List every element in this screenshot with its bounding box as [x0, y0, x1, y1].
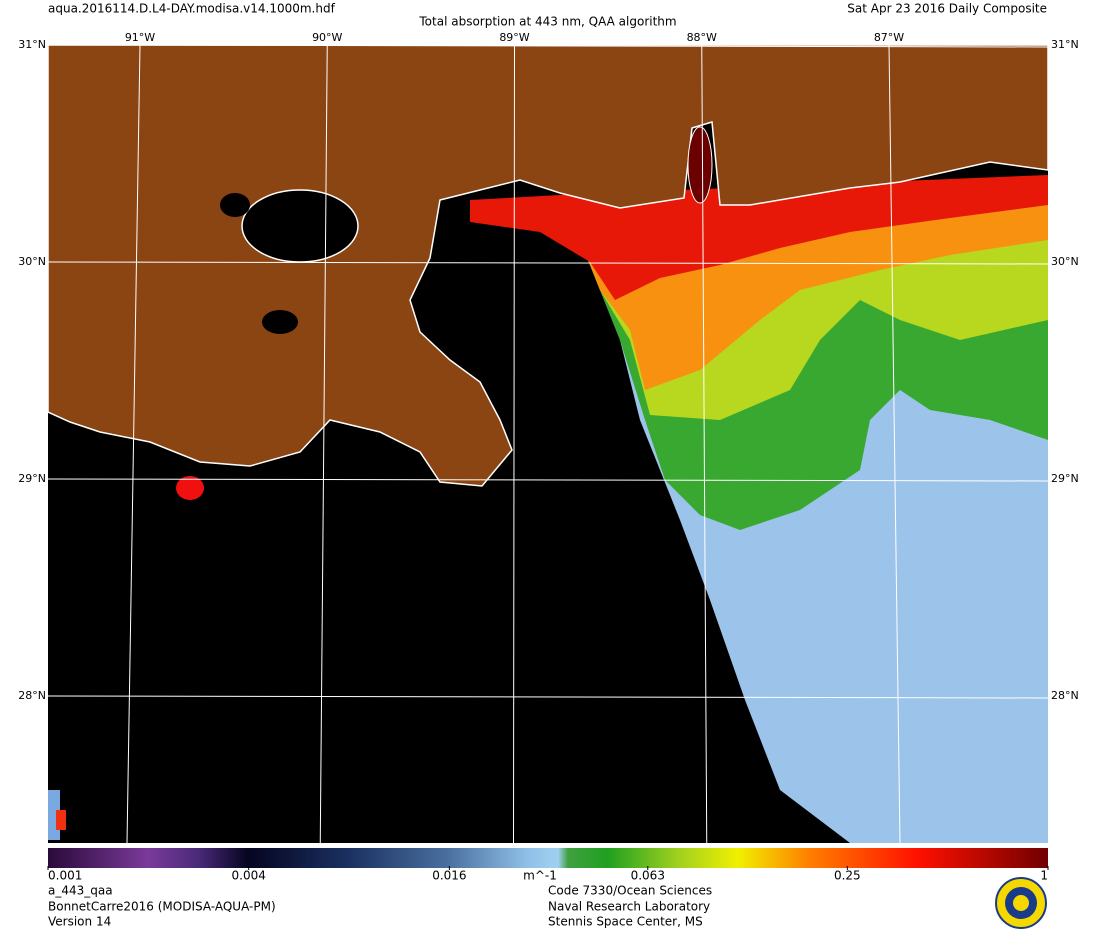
colorbar [48, 848, 1048, 868]
lake [241, 189, 359, 263]
coastal-patch [56, 810, 66, 830]
latitude-label: 29°N [18, 472, 46, 485]
longitude-line [513, 44, 515, 844]
colorbar-tick-label: 0.001 [48, 869, 82, 883]
latitude-label: 30°N [18, 255, 46, 268]
colorbar-tick-label: 0.016 [432, 869, 466, 883]
colorbar-unit: m^-1 [523, 869, 557, 883]
colorbar-tick-label: 0.25 [834, 869, 861, 883]
longitude-line [888, 44, 901, 844]
logo [995, 877, 1047, 929]
latitude-label: 31°N [1051, 38, 1079, 51]
land [48, 45, 1048, 487]
colorbar-tick-label: 0.004 [232, 869, 266, 883]
date-label: Sat Apr 23 2016 Daily Composite [847, 2, 1047, 16]
institution-line: Stennis Space Center, MS [548, 915, 703, 929]
lake [262, 310, 298, 334]
map-title: Total absorption at 443 nm, QAA algorith… [418, 15, 676, 29]
product-line: a_443_qaa [48, 884, 113, 898]
longitude-label: 91°W [125, 31, 155, 44]
institution-line: Code 7330/Ocean Sciences [548, 884, 712, 898]
turbid-patch [176, 476, 204, 500]
file-name: aqua.2016114.D.L4-DAY.modisa.v14.1000m.h… [48, 2, 336, 16]
colorbar-tick-label: 0.063 [631, 869, 665, 883]
graticule: 31°N 31°N 30°N 30°N 29°N 29°N 28°N 28°N 91°W 90°W… [18, 31, 1079, 844]
latitude-label: 31°N [18, 38, 46, 51]
institution-line: Naval Research Laboratory [548, 900, 710, 914]
lake [220, 193, 250, 217]
latitude-label: 28°N [18, 689, 46, 702]
latitude-line [47, 695, 1049, 699]
latitude-label: 29°N [1051, 472, 1079, 485]
longitude-line [319, 44, 328, 844]
latitude-line [47, 44, 1049, 48]
colorbar-tick-label: 1 [1040, 869, 1048, 883]
latitude-label: 30°N [1051, 255, 1079, 268]
product-line: BonnetCarre2016 (MODISA-AQUA-PM) [48, 900, 276, 914]
colorbar-ticks: 0.001 0.004 0.016 0.063 0.25 1 [47, 866, 1049, 883]
longitude-label: 89°W [499, 31, 529, 44]
longitude-label: 87°W [874, 31, 904, 44]
product-line: Version 14 [48, 915, 111, 929]
longitude-line [126, 44, 141, 844]
longitude-label: 88°W [687, 31, 717, 44]
longitude-label: 90°W [312, 31, 342, 44]
map-image [48, 45, 1048, 843]
latitude-label: 28°N [1051, 689, 1079, 702]
bay [687, 126, 713, 204]
latitude-line [47, 478, 1049, 482]
longitude-line [701, 44, 708, 844]
latitude-line [47, 261, 1049, 265]
